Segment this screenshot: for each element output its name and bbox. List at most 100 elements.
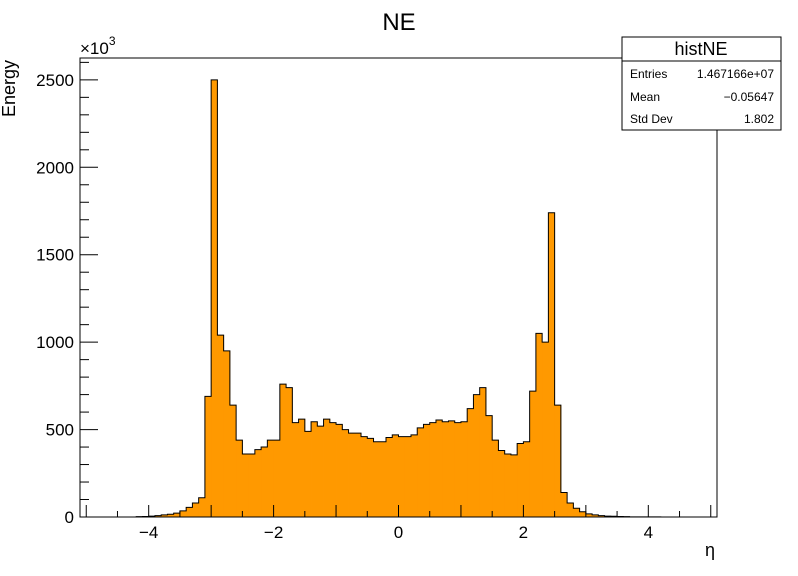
y-multiplier-base: ×10 — [80, 39, 109, 58]
stats-box-title: histNE — [674, 39, 727, 59]
x-tick-label: −4 — [139, 523, 158, 542]
histogram-bar — [167, 514, 175, 517]
histogram-bar — [279, 384, 287, 517]
stats-stddev-value: 1.802 — [744, 112, 774, 126]
histogram-bar — [186, 507, 193, 517]
histogram-bar — [192, 503, 200, 517]
y-tick-label: 1500 — [36, 246, 74, 265]
histogram-bar — [523, 441, 531, 517]
histogram-bar — [342, 429, 349, 517]
histogram-bar — [298, 419, 306, 517]
histogram-bar — [198, 497, 206, 517]
histogram-bar — [460, 421, 468, 517]
histogram-bars — [136, 79, 662, 517]
histogram-bar — [404, 436, 412, 517]
histogram-bar — [254, 449, 262, 517]
histogram-bar — [392, 434, 399, 517]
histogram-bar — [542, 342, 549, 517]
stats-entries-label: Entries — [630, 67, 667, 81]
histogram-bar — [154, 515, 162, 517]
histogram-bar — [479, 387, 487, 517]
histogram-bar — [573, 508, 581, 517]
histogram-bar — [598, 515, 605, 517]
histogram-bar — [429, 422, 437, 517]
stats-mean-value: −0.05647 — [724, 90, 775, 104]
x-tick-label: −2 — [264, 523, 283, 542]
histogram-bar — [423, 424, 431, 517]
histogram-bar — [448, 420, 456, 517]
stats-stddev-label: Std Dev — [630, 112, 673, 126]
histogram-bar — [348, 433, 356, 517]
histogram-bar — [435, 419, 443, 517]
y-multiplier-label: ×103 — [80, 34, 116, 58]
histogram-bar — [529, 391, 537, 517]
histogram-bar — [473, 394, 481, 517]
histogram-bar — [498, 450, 506, 517]
histogram-bar — [373, 441, 381, 517]
y-tick-label: 0 — [65, 508, 74, 527]
histogram-bar — [492, 440, 499, 517]
histogram-bar — [236, 440, 243, 517]
x-axis-ticks: −4 −2 0 2 4 — [85, 505, 712, 542]
histogram-bar — [211, 79, 218, 517]
x-tick-label: 0 — [394, 523, 403, 542]
histogram-bar — [217, 335, 225, 517]
y-multiplier-exponent: 3 — [109, 34, 116, 48]
y-axis-label: Energy — [0, 60, 19, 117]
histogram-bar — [454, 422, 462, 517]
histogram-bar — [485, 415, 493, 517]
histogram-bar — [286, 387, 293, 517]
histogram-bar — [410, 434, 418, 517]
histogram-bar — [329, 422, 337, 517]
x-axis-label: η — [705, 540, 715, 560]
histogram-bar — [242, 454, 250, 517]
stats-box: histNE Entries 1.467166e+07 Mean −0.0564… — [621, 36, 782, 131]
histogram-bar — [336, 424, 343, 517]
histogram-bar — [585, 513, 593, 517]
histogram-bar — [261, 447, 268, 517]
histogram-bar — [323, 419, 331, 517]
stats-mean-label: Mean — [630, 90, 660, 104]
histogram-bar — [417, 427, 424, 517]
x-tick-label: 4 — [644, 523, 653, 542]
histogram-bar — [554, 405, 562, 517]
histogram-bar — [592, 514, 599, 517]
y-tick-label: 500 — [46, 421, 74, 440]
histogram-bar — [311, 421, 318, 517]
histogram-bar — [467, 408, 474, 517]
histogram-bar — [367, 438, 374, 517]
y-tick-label: 2500 — [36, 71, 74, 90]
histogram-bar — [398, 436, 406, 517]
histogram-bar — [560, 492, 568, 517]
histogram-bar — [223, 350, 231, 517]
histogram-bar — [510, 454, 518, 517]
stats-entries-value: 1.467166e+07 — [697, 67, 774, 81]
histogram-outline — [135, 79, 662, 518]
y-tick-label: 1000 — [36, 333, 74, 352]
histogram-bar — [379, 441, 387, 517]
stats-box-frame — [621, 36, 782, 131]
histogram-bar — [442, 421, 449, 517]
histogram-bar — [548, 212, 556, 517]
histogram-bar — [567, 503, 574, 517]
y-tick-label: 2000 — [36, 158, 74, 177]
histogram-bar — [292, 422, 299, 517]
chart-title: NE — [382, 9, 415, 36]
histogram-bar — [204, 396, 212, 517]
histogram-bar — [161, 514, 168, 517]
histogram-bar — [179, 510, 187, 517]
histogram-bar — [579, 511, 587, 517]
histogram-bar — [386, 437, 393, 517]
histogram-bar — [267, 440, 274, 517]
histogram-bar — [317, 426, 324, 517]
histogram-bar — [535, 333, 543, 517]
histogram-bar — [354, 433, 362, 517]
histogram-bar — [229, 405, 237, 517]
histogram-bar — [504, 454, 512, 517]
histogram-bar — [517, 443, 524, 517]
histogram-bar — [273, 440, 281, 517]
histogram-bar — [304, 431, 312, 517]
histogram-bar — [173, 513, 181, 517]
histogram-bar — [248, 454, 256, 517]
